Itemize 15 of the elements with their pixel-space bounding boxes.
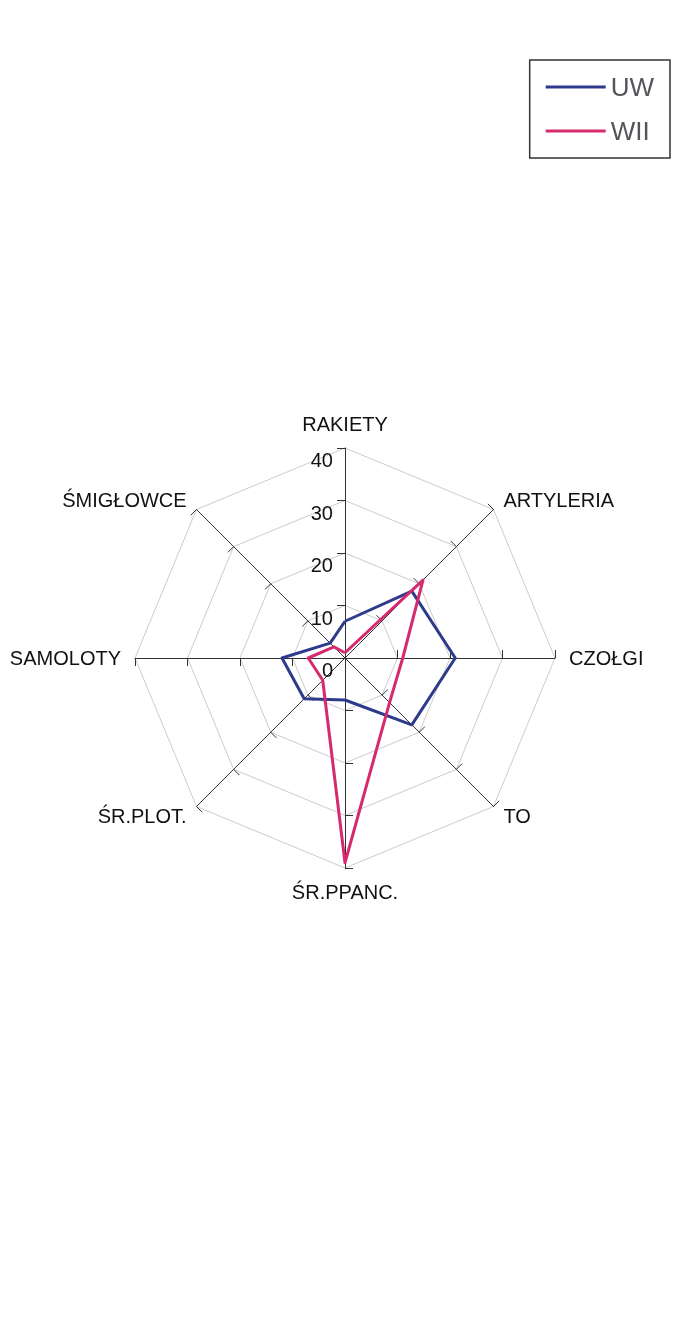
y-tick-label: 20 [310, 554, 333, 576]
spoke-label: CZOŁGI [569, 647, 644, 669]
spoke-label: ŚMIGŁOWCE [62, 487, 187, 511]
y-tick-label: 10 [310, 606, 333, 629]
y-tick-label: 0 [321, 659, 333, 681]
spoke-label: ŚR.PLOT. [97, 804, 187, 828]
spoke-label: ARTYLERIA [503, 488, 615, 511]
spoke-label: TO [503, 805, 531, 828]
y-tick-label: 40 [310, 449, 333, 471]
spoke-label: SAMOLOTY [9, 647, 121, 669]
legend-label: UW [610, 72, 655, 102]
spoke-label: RAKIETY [302, 413, 388, 435]
spoke-label: ŚR.PPANC. [291, 880, 399, 903]
y-tick-label: 30 [310, 501, 333, 524]
legend-label: WII [610, 116, 650, 146]
